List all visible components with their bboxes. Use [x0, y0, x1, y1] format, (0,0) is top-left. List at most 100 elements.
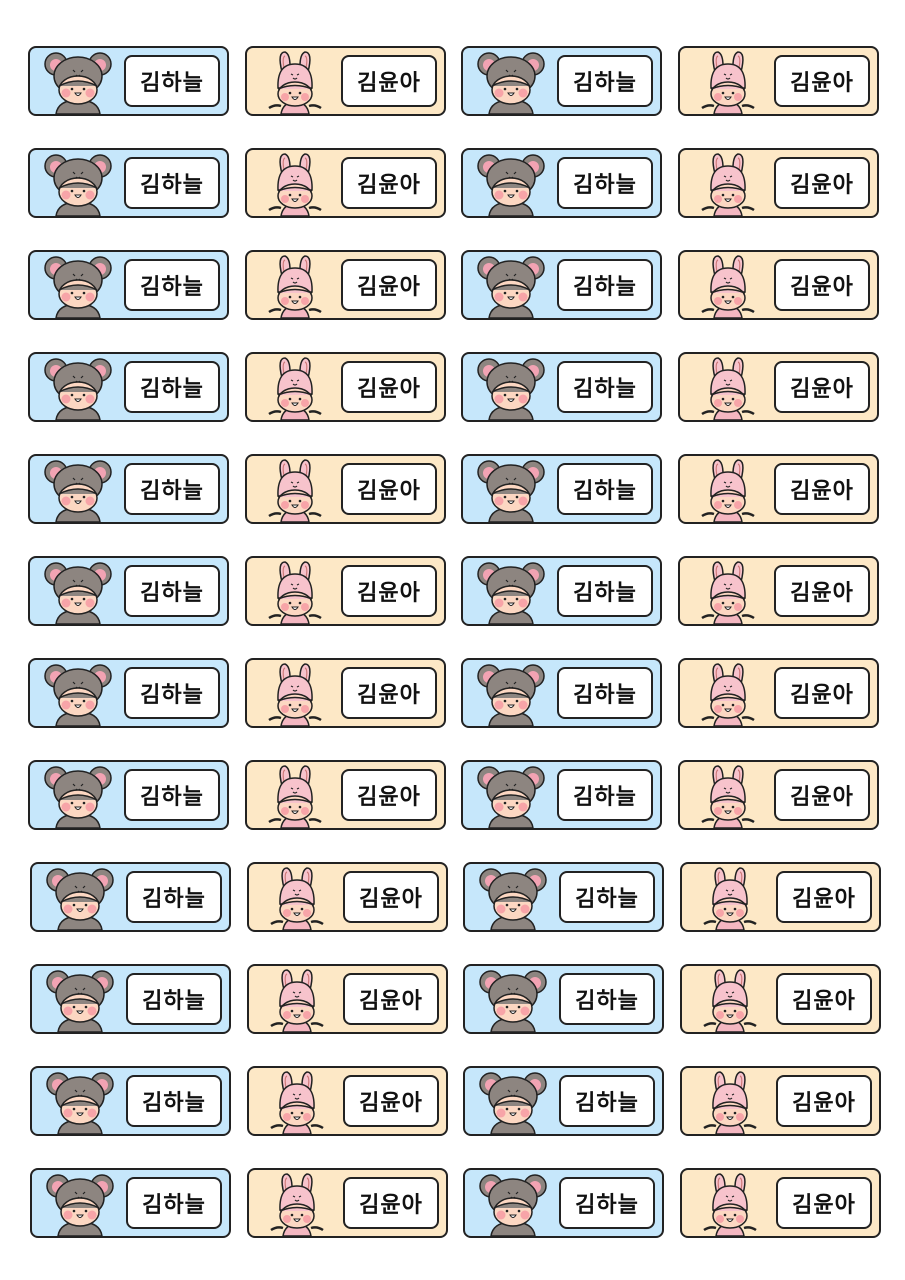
name-sticker-bunny: 김윤아 — [247, 1168, 448, 1238]
name-sticker-mouse: 김하늘 — [28, 658, 229, 728]
name-label: 김하늘 — [126, 1177, 222, 1229]
name-sticker-mouse: 김하늘 — [28, 46, 229, 116]
mouse-hat-child-icon — [473, 1070, 553, 1134]
name-label: 김하늘 — [124, 667, 220, 719]
mouse-hat-child-icon — [40, 866, 120, 930]
name-label: 김하늘 — [557, 463, 653, 515]
name-label: 김윤아 — [341, 361, 437, 413]
mouse-hat-child-icon — [40, 1172, 120, 1236]
name-label: 김하늘 — [559, 1075, 655, 1127]
name-label: 김하늘 — [557, 667, 653, 719]
name-label: 김윤아 — [341, 55, 437, 107]
name-sticker-bunny: 김윤아 — [678, 760, 879, 830]
name-sticker-mouse: 김하늘 — [461, 454, 662, 524]
mouse-hat-child-icon — [40, 968, 120, 1032]
bunny-hat-child-icon — [688, 254, 768, 318]
name-label: 김하늘 — [124, 361, 220, 413]
name-label: 김하늘 — [126, 871, 222, 923]
name-sticker-mouse: 김하늘 — [461, 760, 662, 830]
name-sticker-mouse: 김하늘 — [463, 964, 664, 1034]
name-label: 김윤아 — [774, 667, 870, 719]
name-label: 김하늘 — [559, 973, 655, 1025]
bunny-hat-child-icon — [255, 764, 335, 828]
name-label: 김윤아 — [343, 973, 439, 1025]
name-sticker-bunny: 김윤아 — [678, 46, 879, 116]
name-sticker-bunny: 김윤아 — [680, 862, 881, 932]
name-label: 김하늘 — [559, 871, 655, 923]
mouse-hat-child-icon — [473, 1172, 553, 1236]
name-label: 김윤아 — [341, 667, 437, 719]
name-sticker-bunny: 김윤아 — [245, 658, 446, 728]
mouse-hat-child-icon — [471, 152, 551, 216]
name-sticker-mouse: 김하늘 — [30, 862, 231, 932]
name-label: 김하늘 — [557, 769, 653, 821]
mouse-hat-child-icon — [471, 458, 551, 522]
mouse-hat-child-icon — [471, 662, 551, 726]
bunny-hat-child-icon — [255, 662, 335, 726]
mouse-hat-child-icon — [40, 1070, 120, 1134]
bunny-hat-child-icon — [688, 458, 768, 522]
name-label: 김윤아 — [343, 871, 439, 923]
mouse-hat-child-icon — [38, 458, 118, 522]
name-label: 김하늘 — [124, 565, 220, 617]
name-label: 김윤아 — [776, 973, 872, 1025]
bunny-hat-child-icon — [688, 356, 768, 420]
bunny-hat-child-icon — [688, 152, 768, 216]
name-label: 김윤아 — [776, 1075, 872, 1127]
mouse-hat-child-icon — [38, 356, 118, 420]
name-sticker-mouse: 김하늘 — [463, 1066, 664, 1136]
name-sticker-bunny: 김윤아 — [245, 352, 446, 422]
bunny-hat-child-icon — [255, 560, 335, 624]
mouse-hat-child-icon — [38, 560, 118, 624]
name-label: 김윤아 — [774, 463, 870, 515]
mouse-hat-child-icon — [38, 254, 118, 318]
mouse-hat-child-icon — [471, 254, 551, 318]
name-sticker-mouse: 김하늘 — [463, 1168, 664, 1238]
name-sticker-mouse: 김하늘 — [461, 148, 662, 218]
name-label: 김하늘 — [557, 565, 653, 617]
name-sticker-mouse: 김하늘 — [28, 454, 229, 524]
name-label: 김윤아 — [774, 361, 870, 413]
name-label: 김하늘 — [124, 463, 220, 515]
name-sticker-bunny: 김윤아 — [678, 454, 879, 524]
mouse-hat-child-icon — [471, 764, 551, 828]
bunny-hat-child-icon — [690, 1070, 770, 1134]
name-label: 김하늘 — [557, 361, 653, 413]
name-sticker-mouse: 김하늘 — [463, 862, 664, 932]
name-label: 김윤아 — [343, 1177, 439, 1229]
name-label: 김윤아 — [774, 769, 870, 821]
name-sticker-mouse: 김하늘 — [30, 1168, 231, 1238]
name-label: 김하늘 — [557, 55, 653, 107]
bunny-hat-child-icon — [257, 866, 337, 930]
name-label: 김윤아 — [341, 463, 437, 515]
bunny-hat-child-icon — [688, 50, 768, 114]
bunny-hat-child-icon — [257, 1070, 337, 1134]
name-sticker-mouse: 김하늘 — [28, 352, 229, 422]
name-label: 김윤아 — [341, 565, 437, 617]
name-sticker-bunny: 김윤아 — [247, 964, 448, 1034]
name-label: 김윤아 — [774, 157, 870, 209]
name-label: 김윤아 — [341, 157, 437, 209]
name-label: 김윤아 — [776, 1177, 872, 1229]
name-sticker-mouse: 김하늘 — [28, 148, 229, 218]
name-sticker-mouse: 김하늘 — [28, 760, 229, 830]
name-sticker-mouse: 김하늘 — [30, 964, 231, 1034]
mouse-hat-child-icon — [38, 662, 118, 726]
name-label: 김하늘 — [126, 1075, 222, 1127]
bunny-hat-child-icon — [257, 968, 337, 1032]
name-sticker-bunny: 김윤아 — [680, 1066, 881, 1136]
bunny-hat-child-icon — [255, 254, 335, 318]
name-label: 김하늘 — [124, 769, 220, 821]
name-sticker-bunny: 김윤아 — [247, 862, 448, 932]
name-label: 김하늘 — [124, 259, 220, 311]
mouse-hat-child-icon — [38, 764, 118, 828]
name-sticker-bunny: 김윤아 — [247, 1066, 448, 1136]
mouse-hat-child-icon — [473, 968, 553, 1032]
name-sticker-mouse: 김하늘 — [461, 556, 662, 626]
bunny-hat-child-icon — [688, 560, 768, 624]
name-sticker-bunny: 김윤아 — [245, 556, 446, 626]
name-label: 김하늘 — [557, 259, 653, 311]
name-sticker-bunny: 김윤아 — [678, 556, 879, 626]
mouse-hat-child-icon — [471, 50, 551, 114]
name-label: 김윤아 — [774, 565, 870, 617]
